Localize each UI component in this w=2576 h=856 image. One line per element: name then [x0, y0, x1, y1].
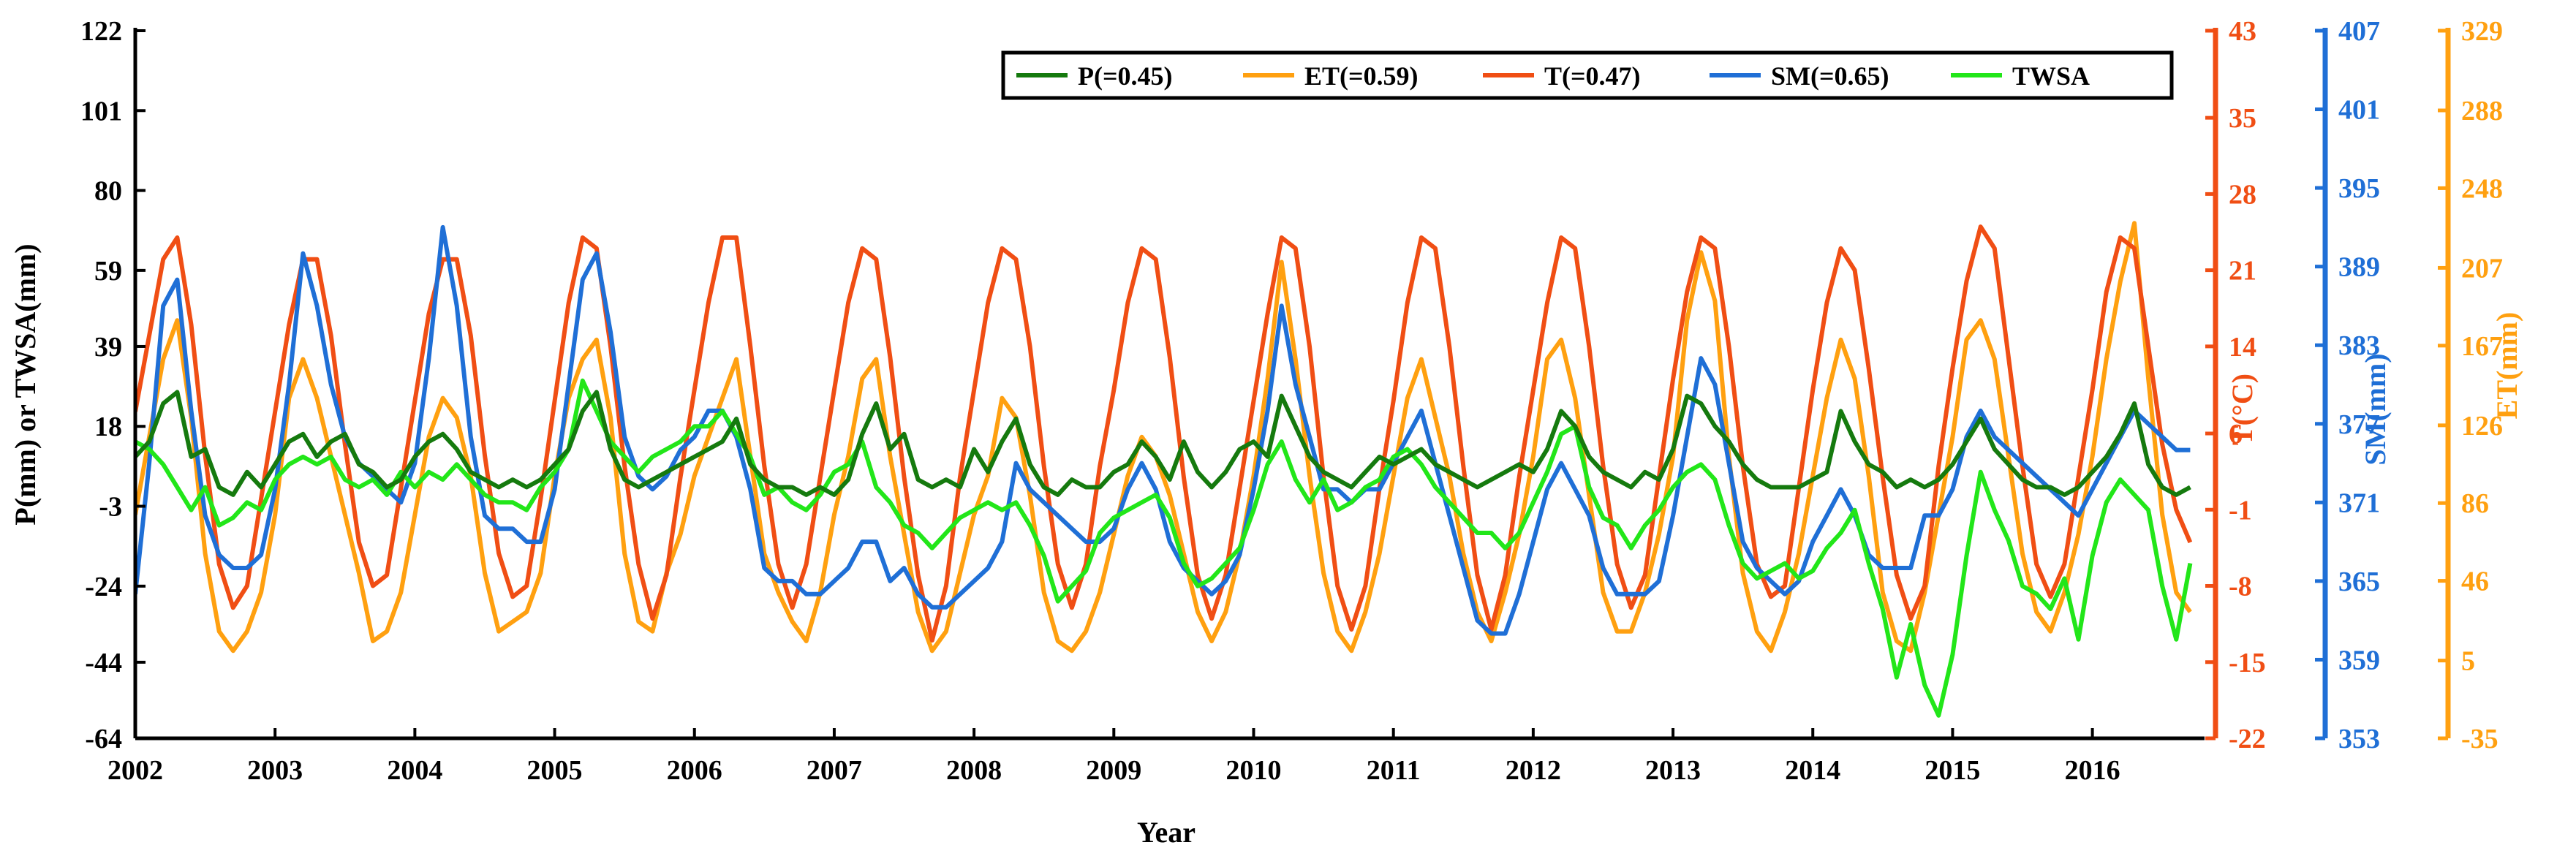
legend-label: T(=0.47) — [1544, 61, 1641, 91]
right-axis-title-t: T(°C) — [2226, 374, 2259, 445]
right-tick-label-t: -8 — [2229, 572, 2252, 602]
x-tick-label: 2013 — [1645, 755, 1701, 786]
x-tick-label: 2010 — [1225, 755, 1281, 786]
right-tick-label-et: 248 — [2461, 173, 2503, 204]
right-tick-label-sm: 383 — [2338, 330, 2380, 361]
right-tick-label-sm: 377 — [2338, 409, 2380, 440]
legend-label: SM(=0.65) — [1771, 61, 1889, 91]
series-line-p — [135, 390, 2191, 497]
left-tick-label: 39 — [94, 332, 122, 363]
right-tick-label-t: 35 — [2229, 103, 2256, 134]
right-tick-label-sm: 401 — [2338, 95, 2380, 126]
right-tick-label-t: -1 — [2229, 495, 2252, 526]
x-tick-label: 2005 — [527, 755, 583, 786]
x-tick-label: 2002 — [107, 755, 163, 786]
right-tick-label-et: 207 — [2461, 253, 2503, 284]
right-tick-label-t: 28 — [2229, 179, 2256, 210]
left-tick-label: 59 — [94, 256, 122, 287]
left-tick-label: -24 — [85, 572, 122, 602]
left-tick-label: 18 — [94, 412, 122, 442]
left-tick-label: 101 — [80, 96, 122, 126]
right-tick-label-sm: 407 — [2338, 16, 2380, 47]
right-tick-label-sm: 395 — [2338, 173, 2380, 204]
legend: P(=0.45) ET(=0.59) T(=0.47) SM(=0.65) TWSA — [1001, 50, 2174, 100]
right-tick-label-et: 86 — [2461, 488, 2489, 519]
right-tick-label-t: 43 — [2229, 16, 2256, 47]
left-tick-label: 122 — [80, 16, 122, 47]
x-tick-label: 2008 — [946, 755, 1002, 786]
left-tick-label: -44 — [85, 648, 122, 678]
x-tick-label: 2011 — [1367, 755, 1421, 786]
left-tick-label: 80 — [94, 176, 122, 207]
x-tick-label: 2003 — [247, 755, 303, 786]
axes: 122 101 80 59 39 18 -3 -24 -44 -64 P(mm) or TWSA(m… — [9, 16, 2523, 849]
series-line-twsa — [135, 378, 2193, 718]
x-tick-label: 2006 — [667, 755, 722, 786]
right-tick-label-t: -22 — [2229, 724, 2266, 754]
legend-label: TWSA — [2012, 61, 2090, 91]
right-tick-label-sm: 353 — [2338, 724, 2380, 754]
x-tick-label: 2007 — [807, 755, 862, 786]
series-line-et — [135, 221, 2192, 654]
right-axis-title-et: ET(mm) — [2490, 312, 2523, 420]
right-tick-label-sm: 371 — [2338, 488, 2380, 518]
right-tick-label-et: 167 — [2461, 331, 2503, 362]
right-axis-title-sm: SM(mm) — [2359, 353, 2392, 465]
right-tick-label-sm: 389 — [2338, 252, 2380, 283]
left-tick-label: -3 — [99, 492, 122, 523]
x-tick-label: 2015 — [1925, 755, 1980, 786]
right-tick-label-et: 288 — [2461, 96, 2503, 126]
right-tick-label-et: 5 — [2461, 646, 2475, 677]
plot-area — [135, 221, 2193, 718]
right-tick-label-t: 21 — [2229, 256, 2256, 287]
x-tick-label: 2009 — [1086, 755, 1141, 786]
right-tick-label-et: -35 — [2461, 724, 2498, 754]
legend-label: P(=0.45) — [1078, 61, 1172, 91]
legend-label: ET(=0.59) — [1304, 61, 1419, 91]
x-axis-title: Year — [1137, 816, 1196, 849]
left-tick-label: -64 — [85, 724, 122, 754]
right-tick-label-sm: 365 — [2338, 567, 2380, 597]
x-tick-label: 2004 — [387, 755, 442, 786]
x-tick-label: 2014 — [1785, 755, 1840, 786]
right-tick-label-et: 46 — [2461, 567, 2489, 597]
right-tick-label-sm: 359 — [2338, 645, 2380, 675]
left-axis-title: P(mm) or TWSA(mm) — [9, 243, 42, 525]
series-line-t — [135, 224, 2193, 643]
right-tick-label-t: 6 — [2229, 419, 2243, 450]
x-tick-label: 2012 — [1506, 755, 1561, 786]
right-tick-label-t: 14 — [2229, 332, 2256, 363]
right-tick-label-et: 126 — [2461, 411, 2503, 442]
right-tick-label-t: -15 — [2229, 648, 2266, 678]
x-tick-label: 2016 — [2065, 755, 2120, 786]
right-tick-label-et: 329 — [2461, 16, 2503, 47]
